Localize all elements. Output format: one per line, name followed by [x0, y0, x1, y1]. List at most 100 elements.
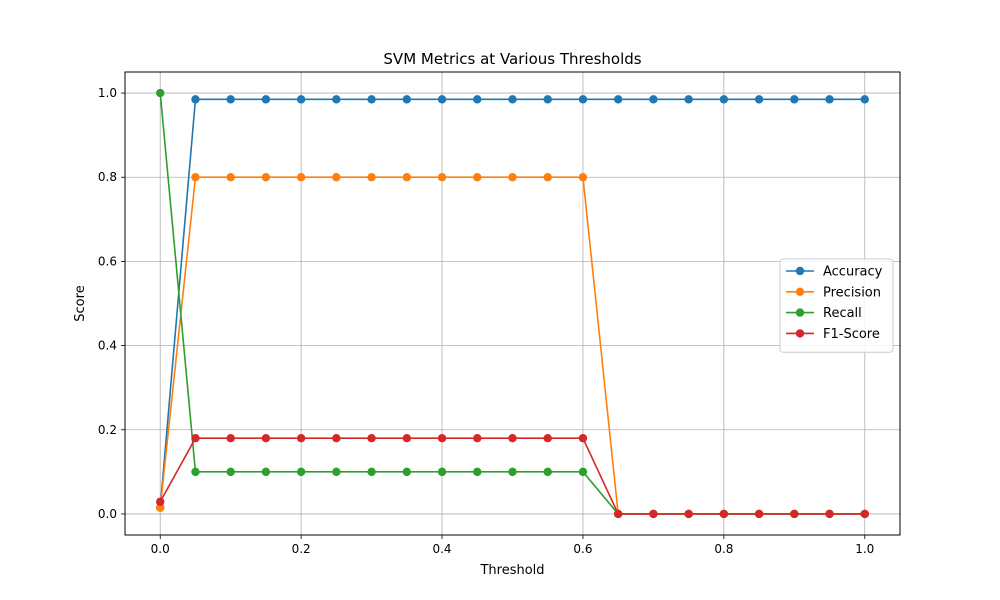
data-point-recall	[226, 467, 235, 477]
data-point-recall	[332, 467, 341, 477]
data-point-accuracy	[402, 95, 412, 104]
data-point-recall	[508, 467, 517, 477]
data-point-f1-score	[296, 433, 306, 443]
legend-label: F1-Score	[823, 327, 880, 342]
y-tick-label: 0.2	[98, 423, 117, 437]
data-point-precision	[156, 503, 165, 512]
data-point-precision	[473, 173, 482, 182]
x-axis-label: Threshold	[479, 563, 544, 578]
x-tick-label: 0.4	[432, 542, 451, 556]
data-point-f1-score	[191, 433, 200, 443]
data-point-precision	[402, 173, 412, 182]
data-point-recall	[437, 467, 447, 477]
data-point-accuracy	[543, 95, 552, 104]
legend-label: Recall	[823, 306, 862, 321]
y-tick-label: 0.0	[98, 507, 117, 521]
legend-label: Precision	[823, 285, 881, 300]
data-point-accuracy	[578, 95, 588, 104]
data-point-precision	[437, 173, 447, 182]
x-tick-label: 0.8	[714, 542, 733, 556]
x-tick-label: 0.0	[151, 542, 170, 556]
data-point-precision	[367, 173, 376, 182]
legend-marker	[795, 266, 805, 276]
data-point-recall	[261, 467, 271, 477]
legend-box	[779, 258, 894, 353]
data-point-f1-score	[649, 509, 658, 519]
data-point-accuracy	[613, 95, 623, 104]
data-point-accuracy	[473, 95, 482, 104]
y-axis-label: Score	[73, 285, 88, 321]
data-point-accuracy	[754, 95, 764, 104]
data-point-accuracy	[437, 95, 447, 104]
data-point-accuracy	[825, 95, 834, 104]
data-point-accuracy	[367, 95, 376, 104]
data-point-recall	[156, 88, 165, 98]
y-tick-label: 1.0	[98, 86, 117, 100]
data-point-recall	[473, 467, 482, 477]
data-point-f1-score	[332, 433, 341, 443]
chart-title: SVM Metrics at Various Thresholds	[383, 50, 641, 68]
data-point-accuracy	[790, 95, 799, 104]
data-point-f1-score	[473, 433, 482, 443]
series-f1-score	[156, 433, 869, 519]
data-point-accuracy	[296, 95, 306, 104]
data-point-accuracy	[649, 95, 658, 104]
x-tick-label: 0.6	[573, 542, 592, 556]
data-point-accuracy	[719, 95, 729, 104]
data-point-precision	[332, 173, 341, 182]
data-point-recall	[296, 467, 306, 477]
data-point-f1-score	[754, 509, 764, 519]
legend-marker	[795, 329, 805, 338]
axis-ticks: 0.0 0.2 0.4 0.6 0.8 1.0 0.0 0.2 0.4 0.6 0.8 1.0	[98, 86, 874, 556]
legend-item-accuracy: Accuracy	[786, 265, 883, 280]
y-tick-label: 0.4	[98, 339, 117, 353]
data-point-accuracy	[860, 95, 869, 104]
data-point-f1-score	[860, 509, 869, 519]
data-point-f1-score	[684, 509, 693, 519]
data-point-accuracy	[226, 95, 235, 104]
data-point-recall	[402, 467, 412, 477]
data-point-accuracy	[191, 95, 200, 104]
data-point-f1-score	[543, 433, 552, 443]
legend-item-f1-score: F1-Score	[786, 327, 880, 342]
data-point-precision	[508, 173, 517, 182]
legend-item-recall: Recall	[786, 306, 862, 321]
y-tick-label: 0.8	[98, 170, 117, 184]
series-accuracy	[156, 95, 869, 512]
legend-marker	[795, 308, 805, 317]
data-point-f1-score	[437, 433, 447, 443]
data-point-f1-score	[402, 433, 412, 443]
data-point-recall	[367, 467, 376, 477]
data-point-precision	[226, 173, 235, 182]
x-tick-label: 0.2	[292, 542, 311, 556]
data-point-precision	[578, 173, 588, 182]
data-point-recall	[578, 467, 588, 477]
data-point-precision	[296, 173, 306, 182]
data-point-f1-score	[367, 433, 376, 443]
data-point-precision	[261, 173, 271, 182]
data-point-f1-score	[790, 509, 799, 519]
data-point-f1-score	[226, 433, 235, 443]
data-point-f1-score	[156, 497, 165, 506]
y-tick-label: 0.6	[98, 254, 117, 268]
legend-marker	[795, 287, 805, 296]
data-point-f1-score	[613, 509, 623, 519]
legend-item-precision: Precision	[786, 285, 881, 300]
data-point-f1-score	[508, 433, 517, 443]
data-point-accuracy	[508, 95, 517, 104]
data-point-recall	[543, 467, 552, 477]
data-point-accuracy	[684, 95, 693, 104]
series-layer	[156, 88, 869, 519]
data-point-f1-score	[578, 433, 588, 443]
x-tick-label: 1.0	[855, 542, 874, 556]
data-point-f1-score	[719, 509, 729, 519]
legend: Accuracy Precision Recall F1-Score	[779, 258, 894, 353]
legend-label: Accuracy	[823, 265, 883, 280]
data-point-accuracy	[332, 95, 341, 104]
plot-frame	[124, 71, 901, 536]
data-point-accuracy	[261, 95, 271, 104]
data-point-precision	[191, 173, 200, 182]
data-point-f1-score	[825, 509, 834, 519]
